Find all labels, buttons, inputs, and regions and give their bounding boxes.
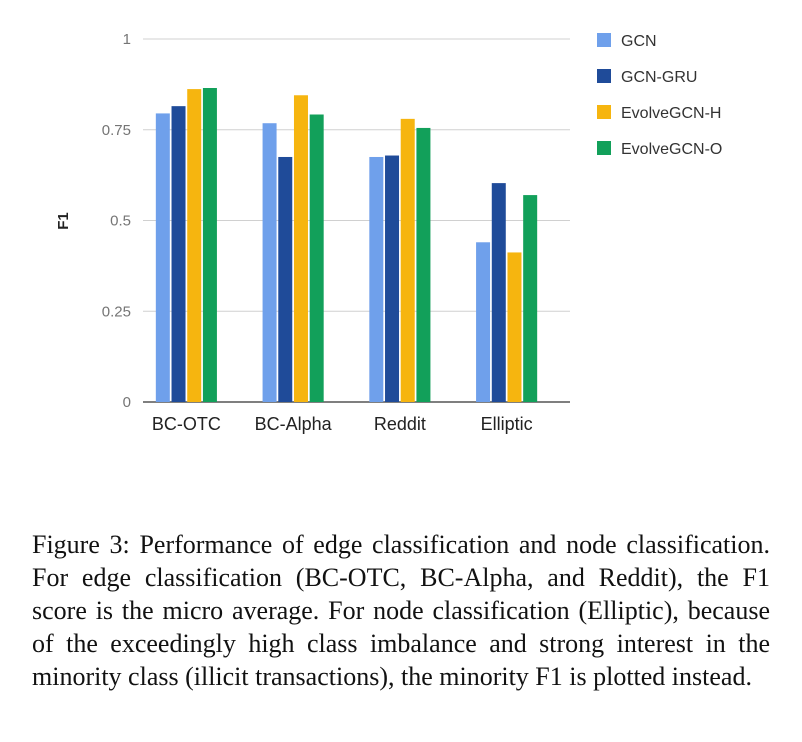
bar-bc-otc-gcn xyxy=(155,113,170,402)
y-tick-label: 0.75 xyxy=(102,122,131,139)
legend-swatch xyxy=(597,69,611,83)
x-category-label: BC-OTC xyxy=(152,414,221,434)
legend-swatch xyxy=(597,105,611,119)
y-axis-title: F1 xyxy=(55,212,72,230)
x-category-label: Elliptic xyxy=(481,414,533,434)
legend-label: GCN-GRU xyxy=(621,69,697,86)
y-tick-label: 0 xyxy=(123,394,131,411)
bar-bc-alpha-evolvegcn-h xyxy=(293,95,308,402)
x-category-label: Reddit xyxy=(374,414,426,434)
legend-swatch xyxy=(597,141,611,155)
x-category-label: BC-Alpha xyxy=(255,414,333,434)
legend-label: EvolveGCN-O xyxy=(621,141,722,158)
bar-reddit-evolvegcn-h xyxy=(400,118,415,403)
y-tick-label: 1 xyxy=(123,31,131,48)
bar-reddit-gcn-gru xyxy=(385,155,400,402)
y-tick-label: 0.5 xyxy=(110,213,131,230)
category-labels: BC-OTC BC-Alpha Reddit Elliptic xyxy=(152,414,533,434)
bar-bc-otc-gcn-gru xyxy=(171,106,186,402)
bar-bc-alpha-gcn xyxy=(262,123,277,402)
bar-bc-otc-evolvegcn-h xyxy=(187,89,202,403)
bar-bc-alpha-evolvegcn-o xyxy=(309,114,324,402)
bar-elliptic-gcn xyxy=(476,242,491,402)
bar-elliptic-evolvegcn-o xyxy=(523,195,538,402)
legend: GCN GCN-GRU EvolveGCN-H EvolveGCN-O xyxy=(597,33,722,158)
bar-reddit-evolvegcn-o xyxy=(416,127,431,402)
bar-bc-alpha-gcn-gru xyxy=(278,156,293,402)
bar-elliptic-evolvegcn-h xyxy=(507,252,522,402)
legend-label: EvolveGCN-H xyxy=(621,105,721,122)
bars xyxy=(155,88,538,403)
legend-swatch xyxy=(597,33,611,47)
y-tick-labels: 0 0.25 0.5 0.75 1 xyxy=(102,31,131,411)
bar-elliptic-gcn-gru xyxy=(491,183,506,402)
legend-label: GCN xyxy=(621,33,657,50)
figure-caption: Figure 3: Performance of edge classifica… xyxy=(32,530,770,691)
bar-chart: 0 0.25 0.5 0.75 1 BC-OTC BC-Alpha Reddit Ellipt… xyxy=(55,31,722,434)
bar-bc-otc-evolvegcn-o xyxy=(202,88,217,402)
y-tick-label: 0.25 xyxy=(102,303,131,320)
bar-reddit-gcn xyxy=(369,156,384,402)
